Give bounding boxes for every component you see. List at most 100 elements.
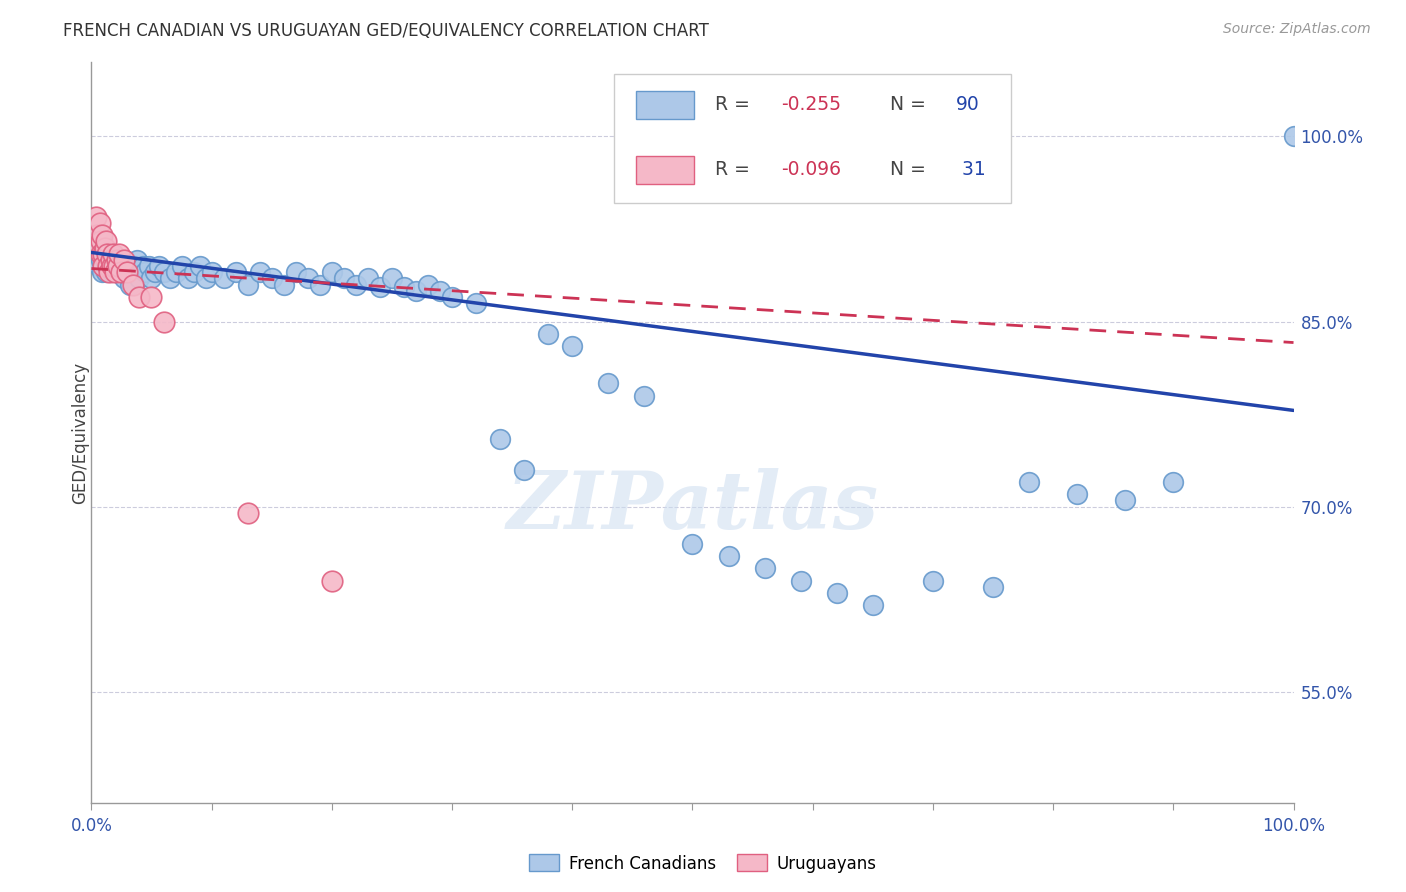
- Point: [84, 252, 107, 267]
- Point: [90, 246, 112, 260]
- Point: [96, 246, 118, 260]
- Text: ZIPatlas: ZIPatlas: [506, 468, 879, 545]
- Point: [100, 252, 122, 267]
- Text: N =: N =: [890, 161, 932, 179]
- Point: [90, 235, 112, 249]
- Point: [93, 259, 115, 273]
- Point: [93, 240, 115, 255]
- Point: [128, 271, 150, 285]
- Point: [152, 315, 174, 329]
- Point: [101, 259, 124, 273]
- Point: [94, 235, 117, 249]
- Text: N =: N =: [890, 95, 932, 114]
- Point: [598, 376, 620, 391]
- Point: [825, 586, 848, 600]
- Point: [1018, 475, 1040, 489]
- Point: [513, 463, 536, 477]
- Point: [321, 265, 343, 279]
- Point: [405, 284, 427, 298]
- Point: [117, 259, 139, 273]
- Text: Source: ZipAtlas.com: Source: ZipAtlas.com: [1223, 22, 1371, 37]
- Point: [170, 259, 193, 273]
- Point: [922, 574, 945, 588]
- Point: [381, 271, 404, 285]
- Point: [86, 228, 108, 243]
- Point: [368, 280, 391, 294]
- Point: [84, 210, 107, 224]
- Point: [249, 265, 271, 279]
- Point: [201, 265, 224, 279]
- Point: [260, 271, 283, 285]
- Point: [94, 265, 117, 279]
- Point: [124, 265, 146, 279]
- Text: R =: R =: [716, 161, 756, 179]
- Point: [429, 284, 451, 298]
- Point: [489, 432, 512, 446]
- Point: [96, 246, 118, 260]
- Point: [105, 252, 128, 267]
- Text: -0.096: -0.096: [782, 161, 841, 179]
- Point: [188, 259, 211, 273]
- Point: [118, 277, 141, 292]
- Point: [789, 574, 811, 588]
- Point: [104, 265, 127, 279]
- Point: [105, 265, 128, 279]
- Point: [717, 549, 740, 563]
- Point: [122, 277, 145, 292]
- Point: [93, 240, 115, 255]
- Point: [84, 228, 107, 243]
- Point: [134, 265, 156, 279]
- Point: [121, 259, 143, 273]
- Point: [87, 259, 110, 273]
- Point: [537, 326, 560, 341]
- Point: [148, 259, 170, 273]
- FancyBboxPatch shape: [614, 73, 1011, 203]
- FancyBboxPatch shape: [636, 91, 693, 119]
- Point: [225, 265, 247, 279]
- Point: [141, 271, 163, 285]
- Point: [321, 574, 343, 588]
- Point: [561, 339, 583, 353]
- Text: 90: 90: [956, 95, 980, 114]
- Point: [681, 537, 703, 551]
- Point: [1161, 475, 1184, 489]
- Point: [103, 252, 125, 267]
- Point: [91, 265, 114, 279]
- Point: [100, 246, 122, 260]
- Point: [107, 259, 129, 273]
- Point: [89, 240, 111, 255]
- Point: [98, 259, 121, 273]
- Y-axis label: GED/Equivalency: GED/Equivalency: [72, 361, 89, 504]
- Point: [212, 271, 235, 285]
- Point: [93, 246, 115, 260]
- Point: [104, 259, 127, 273]
- Point: [108, 252, 131, 267]
- Point: [91, 235, 114, 249]
- Point: [862, 599, 884, 613]
- Point: [132, 259, 155, 273]
- Point: [108, 246, 131, 260]
- Point: [159, 271, 181, 285]
- Point: [112, 252, 135, 267]
- Point: [138, 259, 160, 273]
- Point: [284, 265, 307, 279]
- Point: [344, 277, 367, 292]
- Point: [112, 271, 135, 285]
- Point: [143, 265, 166, 279]
- Point: [165, 265, 187, 279]
- Text: -0.255: -0.255: [782, 95, 841, 114]
- Point: [90, 252, 112, 267]
- Text: FRENCH CANADIAN VS URUGUAYAN GED/EQUIVALENCY CORRELATION CHART: FRENCH CANADIAN VS URUGUAYAN GED/EQUIVAL…: [63, 22, 709, 40]
- Point: [176, 271, 198, 285]
- Point: [89, 216, 111, 230]
- FancyBboxPatch shape: [636, 156, 693, 184]
- Point: [754, 561, 776, 575]
- Point: [96, 259, 118, 273]
- Text: R =: R =: [716, 95, 756, 114]
- Point: [465, 296, 488, 310]
- Point: [117, 265, 139, 279]
- Point: [93, 246, 115, 260]
- Point: [110, 265, 132, 279]
- Point: [357, 271, 380, 285]
- Point: [110, 265, 132, 279]
